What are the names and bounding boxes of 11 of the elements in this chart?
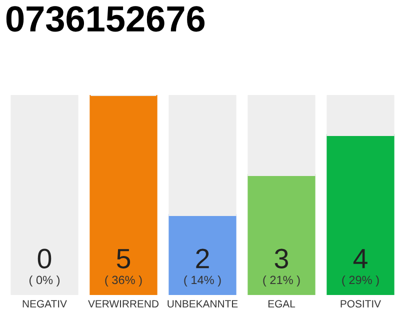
x-tick-label: POSITIV <box>340 300 382 308</box>
x-tick-label: UNBEKANNTE <box>168 300 238 308</box>
chart-title: 0736152676 <box>6 6 205 32</box>
data-label: 0 ( 0% ) <box>29 248 60 286</box>
data-label: 5 ( 36% ) <box>105 249 142 286</box>
x-tick-label: NEGATIV <box>22 300 67 308</box>
x-tick-label: EGAL <box>268 300 296 308</box>
data-label: 2 ( 14% ) <box>184 248 221 286</box>
data-label: 3 ( 21% ) <box>263 248 300 286</box>
data-label: 4 ( 29% ) <box>342 249 379 286</box>
x-tick-label: VERWIRREND <box>88 300 158 308</box>
